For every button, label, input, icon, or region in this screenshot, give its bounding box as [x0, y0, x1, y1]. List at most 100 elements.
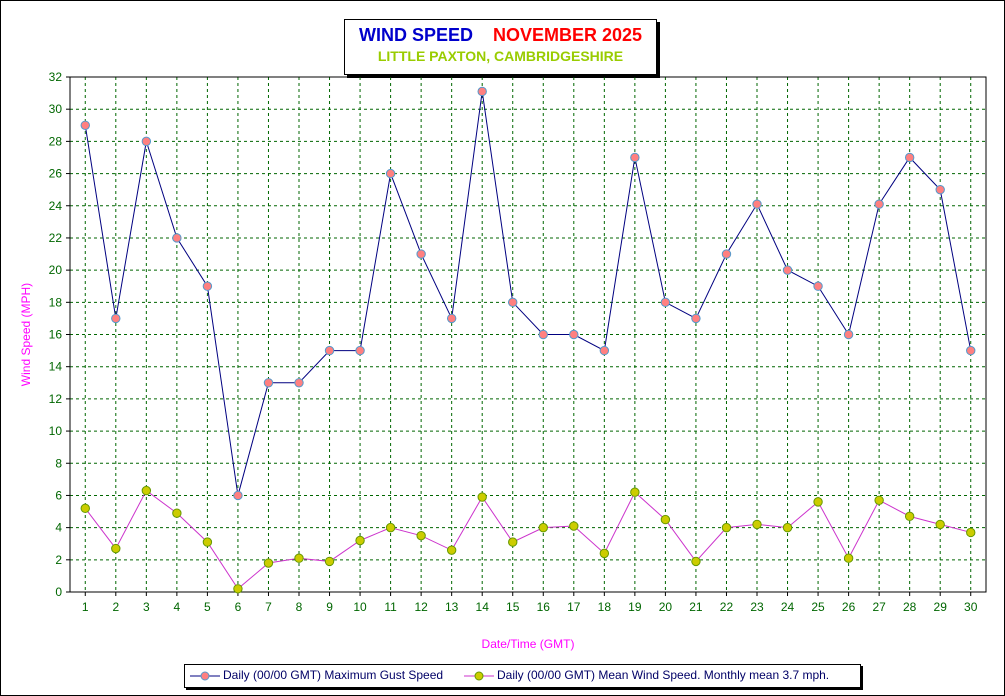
x-tick-label: 7 [265, 600, 272, 614]
max-gust-point [111, 313, 121, 324]
plot-area-border [69, 76, 987, 593]
mean-wind-point [385, 522, 396, 533]
mean-wind-point [569, 521, 579, 531]
x-tick-label: 13 [445, 600, 459, 614]
y-tick-label: 22 [49, 231, 63, 245]
chart-title: WIND SPEED NOVEMBER 2025 [345, 25, 656, 46]
y-axis-title: Wind Speed (MPH) [19, 283, 33, 386]
mean-wind-point [599, 548, 610, 559]
x-tick-label: 22 [720, 600, 734, 614]
x-tick-label: 21 [689, 600, 703, 614]
x-tick-label: 19 [628, 600, 642, 614]
chart-subtitle: LITTLE PAXTON, CAMBRIDGESHIRE [377, 48, 624, 64]
max-gust-point [752, 199, 762, 209]
x-tick-label: 16 [537, 600, 551, 614]
mean-wind-point [660, 514, 671, 525]
x-tick-label: 20 [659, 600, 673, 614]
y-tick-label: 28 [49, 134, 63, 148]
legend-max-gust-swatch [190, 671, 220, 681]
x-tick-label: 5 [204, 600, 211, 614]
max-gust-point [508, 297, 518, 308]
x-tick-label: 23 [750, 600, 764, 614]
mean-wind-point [721, 522, 732, 533]
mean-wind-point [752, 519, 762, 530]
mean-wind-point [111, 543, 121, 554]
max-gust-point [416, 249, 426, 259]
y-tick-label: 12 [49, 392, 63, 406]
x-tick-label: 27 [872, 600, 886, 614]
x-tick-label: 10 [353, 600, 367, 614]
x-tick-label: 1 [82, 600, 89, 614]
max-gust-point [874, 199, 884, 209]
max-gust-point [721, 249, 732, 259]
max-gust-point [599, 345, 610, 356]
x-tick-label: 28 [903, 600, 917, 614]
mean-wind-point [782, 522, 793, 533]
chart-title-left: WIND SPEED [358, 25, 473, 45]
mean-wind-point [966, 527, 976, 538]
x-axis-title: Date/Time (GMT) [482, 637, 575, 651]
y-tick-label: 2 [55, 553, 62, 567]
chart-legend: Daily (00/00 GMT) Maximum Gust Speed Dai… [184, 664, 861, 688]
max-gust-point [324, 345, 335, 356]
max-gust-point [691, 313, 701, 324]
max-gust-point [202, 281, 213, 291]
max-gust-point [630, 152, 640, 163]
max-gust-point [660, 297, 671, 308]
max-gust-point [446, 313, 457, 324]
y-tick-label: 0 [55, 585, 62, 599]
legend-mean-wind-label: Daily (00/00 GMT) Mean Wind Speed. Month… [497, 668, 830, 682]
max-gust-point [966, 345, 976, 356]
x-tick-label: 9 [326, 600, 333, 614]
max-gust-point [233, 490, 243, 501]
x-tick-label: 30 [964, 600, 978, 614]
legend-mean-wind-swatch [464, 671, 494, 681]
max-gust-series-line [84, 91, 972, 496]
max-gust-point [569, 329, 579, 340]
legend-max-gust-label: Daily (00/00 GMT) Maximum Gust Speed [223, 668, 444, 682]
mean-wind-point [141, 485, 152, 496]
mean-wind-point [843, 553, 854, 563]
mean-wind-point [935, 519, 945, 530]
max-gust-point [904, 152, 915, 163]
y-tick-label: 30 [49, 102, 63, 116]
max-gust-point [385, 168, 396, 179]
mean-wind-point [508, 537, 518, 547]
y-tick-label: 26 [49, 167, 63, 181]
x-tick-label: 3 [143, 600, 150, 614]
max-gust-point [172, 233, 182, 243]
chart-title-box: WIND SPEED NOVEMBER 2025 LITTLE PAXTON, … [344, 19, 657, 75]
max-gust-point [813, 281, 823, 291]
mean-wind-point [477, 492, 487, 502]
mean-wind-point [904, 511, 915, 522]
y-tick-label: 14 [49, 360, 63, 374]
mean-wind-series-line [84, 489, 971, 590]
mean-wind-point [538, 522, 548, 533]
mean-wind-point [294, 553, 304, 563]
mean-wind-point [324, 556, 335, 567]
max-gust-point [294, 378, 304, 388]
mean-wind-point [233, 584, 243, 594]
x-tick-label: 24 [781, 600, 795, 614]
mean-wind-point [874, 495, 884, 505]
y-tick-label: 10 [49, 424, 63, 438]
x-tick-label: 26 [842, 600, 856, 614]
x-tick-label: 12 [414, 600, 428, 614]
mean-wind-point [202, 537, 213, 547]
y-tick-label: 20 [49, 263, 63, 277]
x-tick-label: 8 [296, 600, 303, 614]
mean-wind-point [630, 487, 640, 497]
max-gust-point [538, 329, 548, 340]
x-tick-label: 2 [112, 600, 119, 614]
y-tick-label: 24 [49, 199, 63, 213]
mean-wind-point [263, 558, 274, 568]
y-tick-label: 18 [49, 295, 63, 309]
x-tick-label: 4 [174, 600, 181, 614]
max-gust-point [782, 265, 793, 275]
max-gust-point [477, 86, 487, 97]
mean-wind-point [813, 497, 823, 507]
x-tick-label: 29 [934, 600, 948, 614]
max-gust-point [80, 120, 90, 130]
